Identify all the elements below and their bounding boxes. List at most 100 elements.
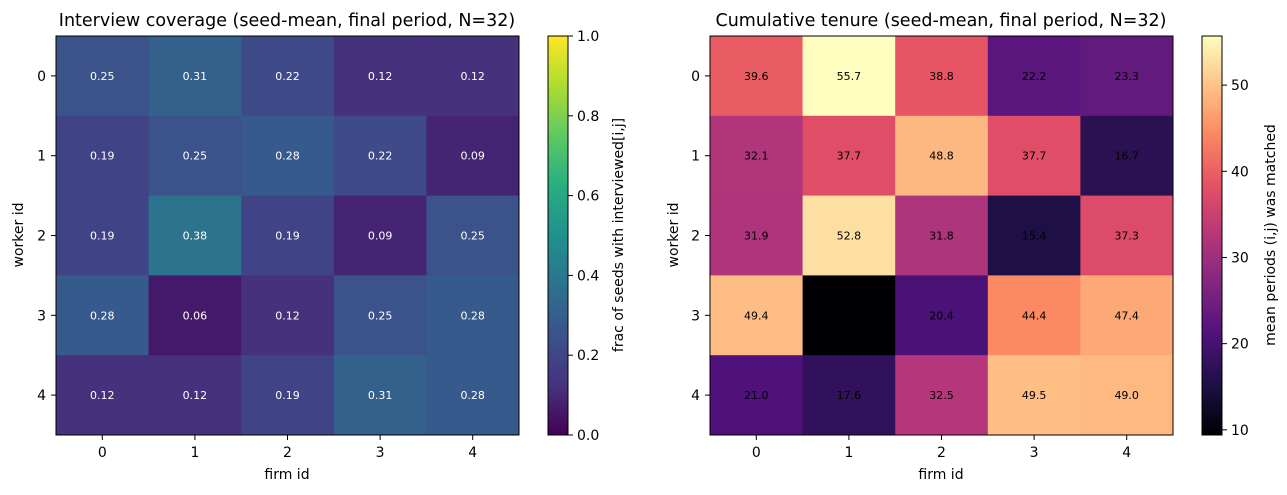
heatmap-cell xyxy=(1080,115,1174,197)
heatmap-cell xyxy=(895,36,989,117)
cell-value-label: 0.06 xyxy=(183,309,208,322)
cell-value-label: 0.28 xyxy=(90,309,115,322)
cell-value-label: 39.6 xyxy=(744,70,769,83)
x-tick-label: 3 xyxy=(1030,445,1039,461)
colorbar-tick-label: 1.0 xyxy=(577,29,599,45)
heatmap-cell xyxy=(148,195,242,276)
heatmap-cell xyxy=(987,195,1081,276)
x-tick-label: 3 xyxy=(376,445,385,461)
heatmap-cell xyxy=(802,36,896,117)
y-tick-label: 2 xyxy=(691,229,700,245)
y-axis-label: worker id xyxy=(11,203,27,268)
x-axis-label: firm id xyxy=(918,467,963,483)
y-tick-label: 2 xyxy=(37,229,46,245)
heatmap-cell xyxy=(987,36,1081,117)
cell-value-label: 37.7 xyxy=(1022,150,1047,163)
cell-value-label: 16.7 xyxy=(1114,150,1139,163)
y-axis-label: worker id xyxy=(666,203,682,268)
heatmap-cell xyxy=(710,355,804,436)
heatmap-cell xyxy=(895,355,989,436)
heatmap-cell xyxy=(426,36,520,117)
colorbar-tick-label: 0.2 xyxy=(577,348,599,364)
x-tick-label: 0 xyxy=(752,445,761,461)
y-tick-label: 4 xyxy=(37,388,46,404)
heatmap-cell xyxy=(56,36,150,117)
heatmap-cell xyxy=(802,115,896,197)
heatmap-cell xyxy=(56,195,150,276)
x-tick-label: 4 xyxy=(468,445,477,461)
x-tick-label: 2 xyxy=(283,445,292,461)
chart-cumulative-tenure: Cumulative tenure (seed-mean, final peri… xyxy=(666,11,1279,483)
heatmap-cell xyxy=(56,115,150,197)
cell-value-label: 0.19 xyxy=(275,389,300,402)
cell-value-label: 0.25 xyxy=(460,230,485,243)
cell-value-label: 0.25 xyxy=(90,70,115,83)
y-axis-ticks: 0 1 2 3 4 xyxy=(37,69,56,404)
cell-value-label: 0.12 xyxy=(368,70,393,83)
cell-value-label: 0.25 xyxy=(183,150,208,163)
cell-value-label: 21.0 xyxy=(744,389,769,402)
x-tick-label: 1 xyxy=(190,445,199,461)
cell-value-label: 17.6 xyxy=(837,389,862,402)
heatmap-cell xyxy=(802,355,896,436)
colorbar-tick-label: 20 xyxy=(1231,337,1249,353)
heatmap-cell xyxy=(333,355,427,436)
cell-value-label: 0.09 xyxy=(460,150,485,163)
heatmap-cell xyxy=(987,355,1081,436)
cell-value-label: 0.31 xyxy=(183,70,208,83)
cell-value-label: 0.25 xyxy=(368,309,393,322)
heatmap-cell xyxy=(1080,275,1174,356)
cell-value-label: 0.28 xyxy=(460,389,485,402)
cell-value-label: 49.4 xyxy=(744,309,769,322)
cell-value-label: 55.7 xyxy=(837,70,862,83)
y-tick-label: 4 xyxy=(691,388,700,404)
cell-value-label: 0.28 xyxy=(460,309,485,322)
heatmap-cell xyxy=(56,275,150,356)
heatmap-cell xyxy=(710,195,804,276)
colorbar-tick-label: 0.6 xyxy=(577,189,599,205)
cell-value-label: 0.19 xyxy=(275,230,300,243)
x-tick-label: 4 xyxy=(1122,445,1131,461)
y-tick-label: 3 xyxy=(691,308,700,324)
heatmap-cell xyxy=(148,36,242,117)
cell-value-label: 0.31 xyxy=(368,389,393,402)
cell-value-label: 0.09 xyxy=(368,230,393,243)
x-axis-ticks: 0 1 2 3 4 xyxy=(98,435,477,461)
heatmap-cell xyxy=(333,195,427,276)
colorbar-tick-label: 40 xyxy=(1231,164,1249,180)
heatmap-cell xyxy=(802,275,896,356)
cell-value-label: 31.9 xyxy=(744,230,769,243)
heatmap-cells: 39.6 55.7 38.8 22.2 23.3 32.1 37.7 48.8 37.7 16.7… xyxy=(710,36,1174,436)
cell-value-label: 48.8 xyxy=(929,150,954,163)
cell-value-label: 0.12 xyxy=(275,309,300,322)
cell-value-label: 0.12 xyxy=(90,389,115,402)
cell-value-label: 23.3 xyxy=(1114,70,1139,83)
heatmap-cell xyxy=(241,275,335,356)
chart-interview-coverage: Interview coverage (seed-mean, final per… xyxy=(11,11,627,483)
heatmap-cell xyxy=(426,275,520,356)
y-tick-label: 3 xyxy=(37,308,46,324)
x-tick-label: 1 xyxy=(844,445,853,461)
heatmap-cell xyxy=(710,115,804,197)
colorbar-label: mean periods (i,j) was matched xyxy=(1263,124,1279,346)
cell-value-label: 0.22 xyxy=(275,70,300,83)
colorbar-ticks: 10 20 30 40 50 xyxy=(1222,78,1249,439)
heatmap-cell xyxy=(1080,36,1174,117)
cell-value-label: 15.4 xyxy=(1022,230,1047,243)
cell-value-label: 9.4 xyxy=(840,309,858,322)
cell-value-label: 20.4 xyxy=(929,309,954,322)
cell-value-label: 22.2 xyxy=(1022,70,1047,83)
cell-value-label: 31.8 xyxy=(929,230,954,243)
x-axis-ticks: 0 1 2 3 4 xyxy=(752,435,1131,461)
x-tick-label: 0 xyxy=(98,445,107,461)
heatmap-cell xyxy=(241,115,335,197)
y-axis-ticks: 0 1 2 3 4 xyxy=(691,69,710,404)
colorbar-tick-label: 0.8 xyxy=(577,109,599,125)
heatmap-cell xyxy=(1080,195,1174,276)
cell-value-label: 37.3 xyxy=(1114,230,1139,243)
cell-value-label: 0.19 xyxy=(90,230,115,243)
cell-value-label: 49.5 xyxy=(1022,389,1047,402)
cell-value-label: 44.4 xyxy=(1022,309,1047,322)
heatmap-cell xyxy=(241,355,335,436)
heatmap-cell xyxy=(987,275,1081,356)
